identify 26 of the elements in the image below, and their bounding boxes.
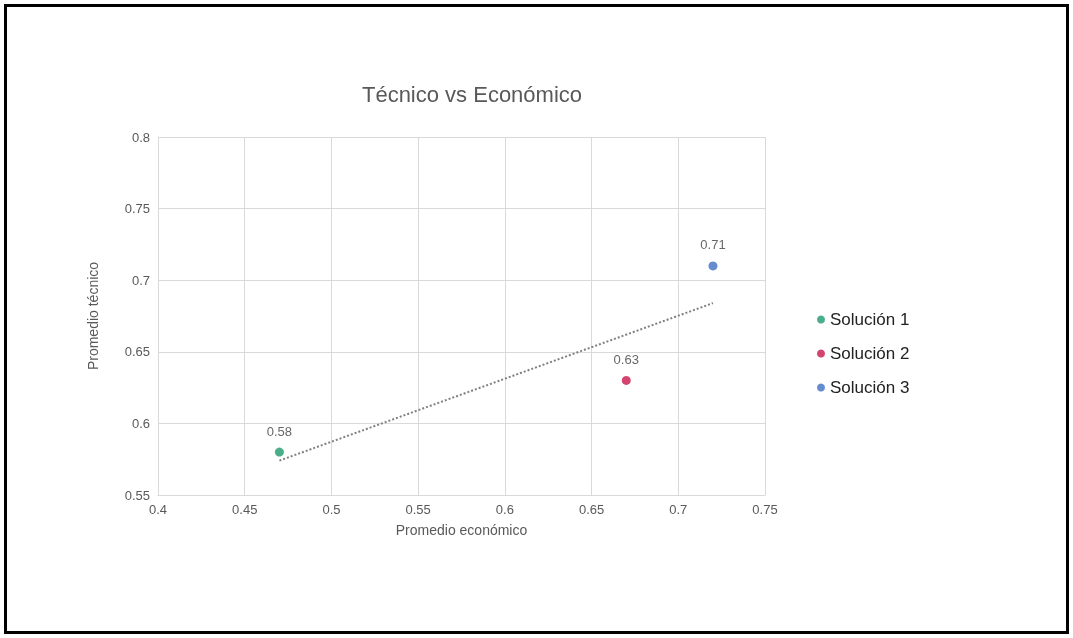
point (274, 447, 284, 457)
data-label: 0.63 (613, 351, 639, 367)
y-tick-label: 0.7 (131, 272, 150, 288)
y-tick-label: 0.6 (131, 415, 150, 431)
data-label: 0.58 (266, 423, 293, 439)
point (708, 261, 718, 271)
y-tick-label: 0.65 (124, 344, 150, 360)
legend-label: Solución 2 (830, 344, 910, 363)
point (621, 375, 631, 385)
y-axis-title: Promedio técnico (85, 261, 101, 371)
x-tick-label: 0.65 (578, 502, 605, 517)
y-tick-label: 0.8 (131, 129, 150, 145)
x-tick-label: 0.75 (752, 502, 778, 517)
x-tick-label: 0.7 (669, 502, 688, 517)
y-tick-label: 0.75 (124, 201, 150, 217)
x-tick-label: 0.4 (148, 502, 168, 517)
legend-label: Solución 3 (830, 378, 910, 397)
x-tick-label: 0.45 (232, 502, 258, 517)
x-tick-label: 0.55 (405, 502, 431, 517)
x-tick-label: 0.5 (322, 502, 341, 517)
y-tick-label: 0.55 (124, 487, 150, 503)
x-tick-label: 0.6 (495, 502, 514, 517)
chart-title: Técnico vs Económico (361, 81, 583, 107)
x-axis-title: Promedio económico (395, 522, 528, 538)
data-label: 0.71 (700, 237, 726, 253)
legend-label: Solución 1 (830, 310, 910, 329)
